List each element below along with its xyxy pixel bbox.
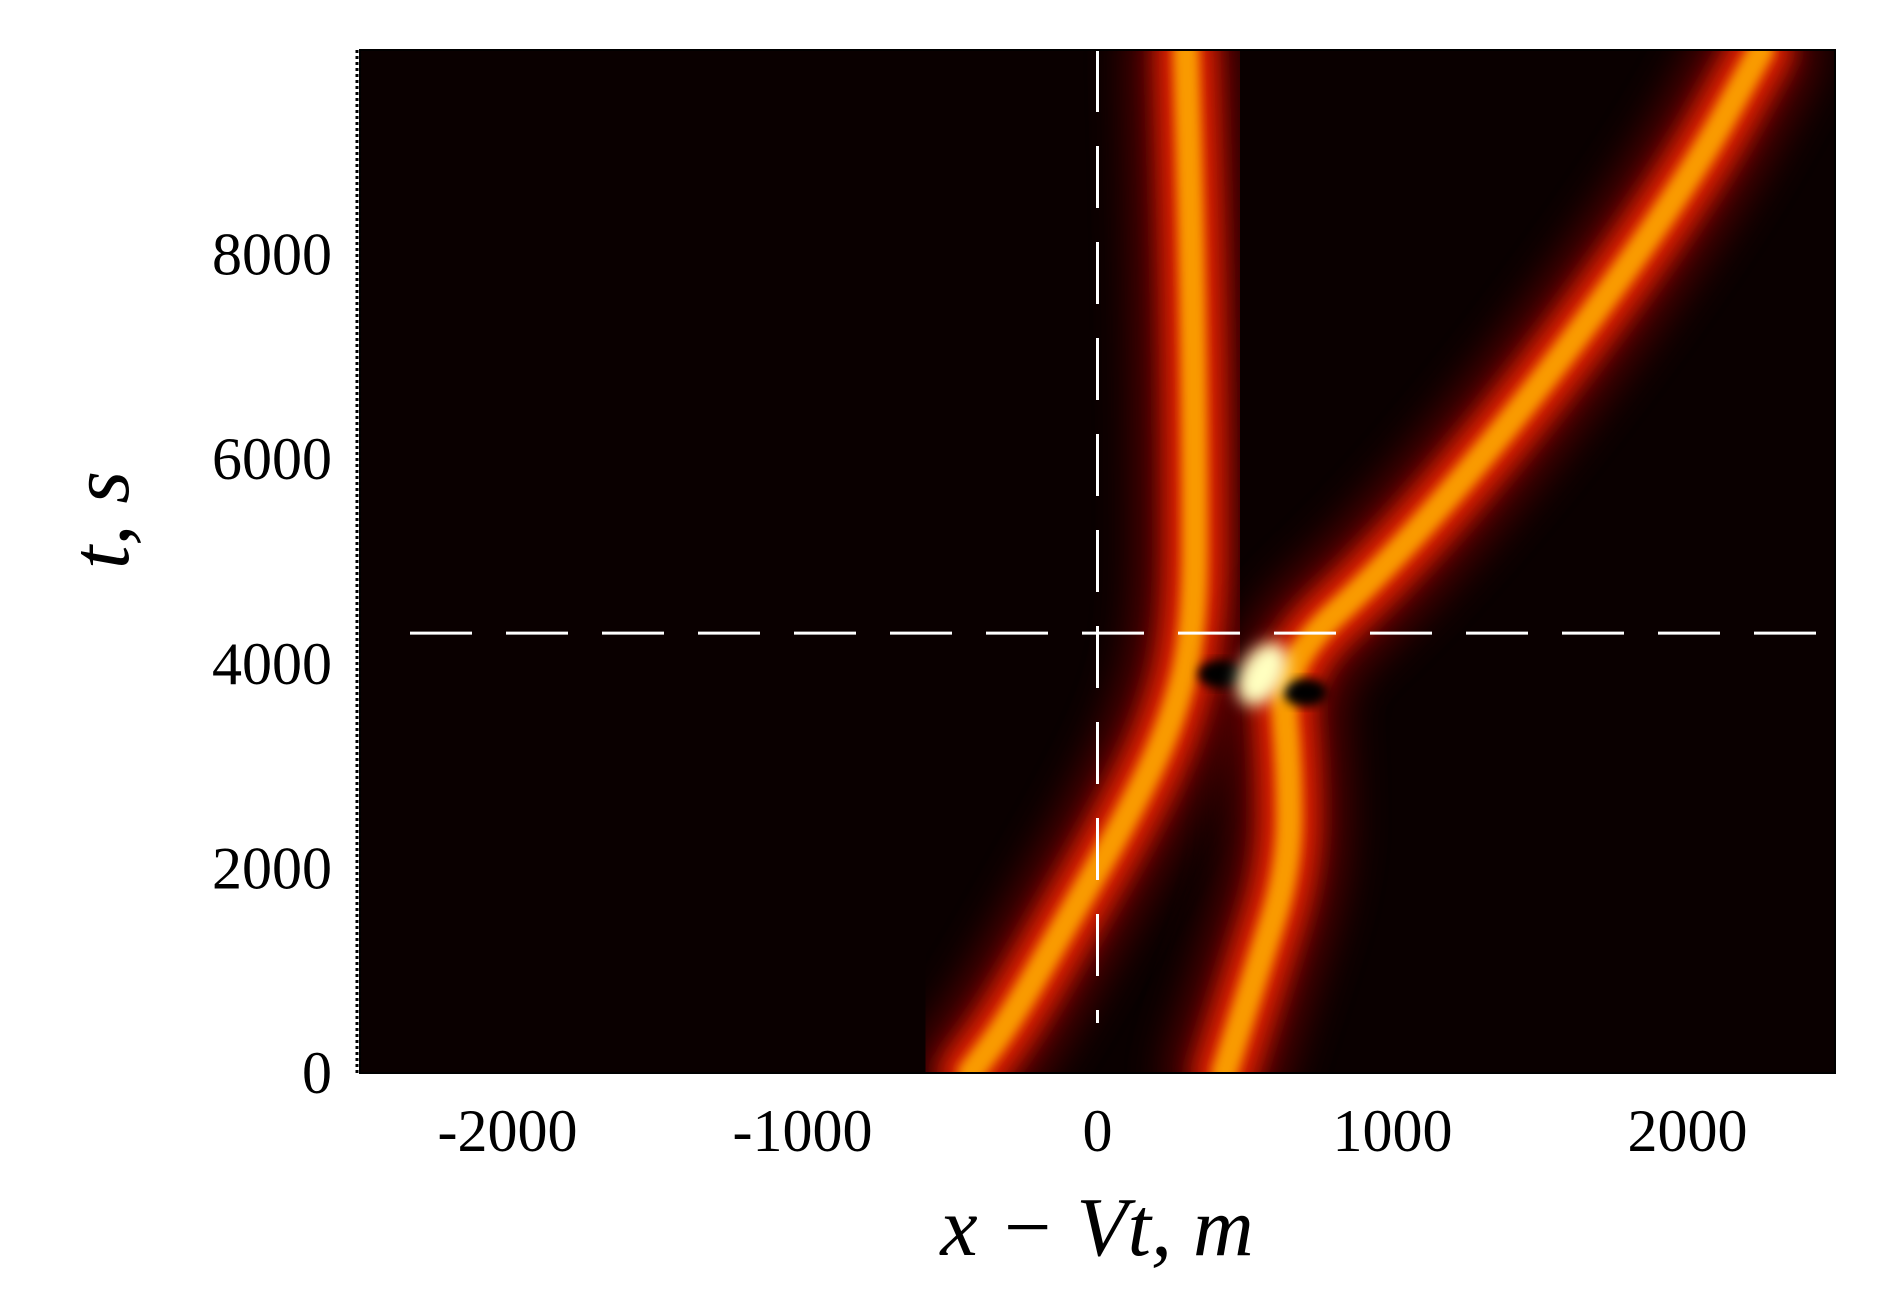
plot-frame <box>359 49 1836 1074</box>
soliton-track-2 <box>1169 50 1817 1073</box>
soliton-1-layer-3 <box>957 50 1208 1073</box>
soliton-track-1 <box>915 50 1250 1073</box>
y-tick-label: 0 <box>302 1040 332 1106</box>
x-axis-label-text: x − Vt, m <box>938 1181 1253 1274</box>
y-tick-label: 8000 <box>212 222 332 288</box>
x-tick-label: -2000 <box>438 1098 578 1164</box>
x-tick-label: 2000 <box>1628 1098 1748 1164</box>
soliton-2-layer-3 <box>1211 50 1775 1073</box>
heatmap-layer <box>915 50 1817 1073</box>
y-tick-label: 6000 <box>212 426 332 492</box>
interaction-shadow-2 <box>1283 678 1328 707</box>
x-tick-label: 0 <box>1083 1098 1113 1164</box>
x-tick-label: -1000 <box>733 1098 873 1164</box>
x-tick-label: 1000 <box>1333 1098 1453 1164</box>
x-tick-labels: -2000 -1000 0 1000 2000 <box>438 1098 1748 1164</box>
reference-lines <box>410 50 1835 1023</box>
y-tick-label: 2000 <box>212 835 332 901</box>
y-tick-labels: 0 2000 4000 6000 8000 <box>212 222 332 1106</box>
y-tick-label: 4000 <box>212 631 332 697</box>
interaction-shadow-1 <box>1198 660 1243 689</box>
y-axis-label: t, s <box>54 471 147 569</box>
interaction-peak <box>1237 642 1289 706</box>
y-axis-label-text: t, s <box>54 471 147 569</box>
x-axis-label: x − Vt, m <box>938 1181 1253 1274</box>
